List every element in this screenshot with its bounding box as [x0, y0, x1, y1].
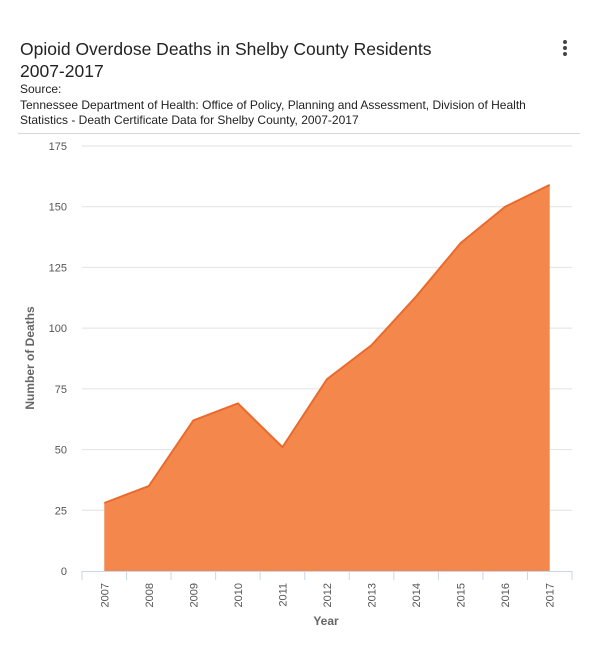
y-tick-label: 0: [61, 566, 67, 578]
x-tick-label: 2008: [144, 583, 156, 607]
y-axis-title: Number of Deaths: [23, 306, 37, 410]
x-tick-label: 2011: [277, 583, 289, 607]
area-series[interactable]: [104, 184, 550, 571]
x-axis: 2007 2008 2009 2010 2011 2012 2013 2014 2015 2016…: [81, 571, 573, 607]
x-tick-label: 2010: [233, 583, 245, 607]
y-tick-label: 175: [49, 141, 67, 153]
x-axis-title: Year: [313, 614, 339, 628]
source-text: Tennessee Department of Health: Office o…: [20, 98, 526, 127]
x-tick-label: 2014: [411, 583, 423, 607]
area-series-line: [103, 183, 551, 504]
chart-title-line2: 2007-2017: [20, 61, 104, 81]
x-tick-label: 2016: [500, 583, 512, 607]
y-tick-label: 50: [55, 445, 67, 457]
x-tick-label: 2009: [188, 583, 200, 607]
x-tick-label: 2013: [367, 583, 379, 607]
chart-title: Opioid Overdose Deaths in Shelby County …: [20, 38, 520, 82]
source-label: Source:: [20, 82, 62, 96]
x-tick-label: 2015: [456, 583, 468, 607]
x-tick-label: 2012: [322, 583, 334, 607]
kebab-menu-icon[interactable]: [555, 38, 575, 60]
y-tick-label: 75: [55, 384, 67, 396]
y-axis-ticks: 0 25 50 75 100 125 150 175: [49, 141, 67, 578]
header-divider: [18, 133, 580, 134]
y-tick-label: 150: [49, 202, 67, 214]
y-tick-label: 100: [49, 323, 67, 335]
chart-title-line1: Opioid Overdose Deaths in Shelby County …: [20, 39, 432, 59]
y-tick-label: 25: [55, 505, 67, 517]
y-tick-label: 125: [49, 262, 67, 274]
x-tick-label: 2017: [545, 583, 557, 607]
x-tick-label: 2007: [99, 583, 111, 607]
